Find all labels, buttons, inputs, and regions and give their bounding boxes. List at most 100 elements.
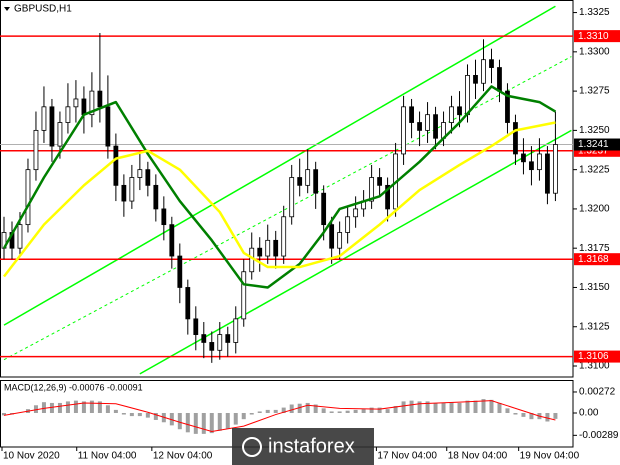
candle-body <box>241 271 247 320</box>
watermark-banner <box>232 428 374 465</box>
candle-body <box>145 169 151 186</box>
candle-body <box>465 75 470 116</box>
macd-bar <box>249 412 254 415</box>
candle-body <box>129 177 135 202</box>
level-label-box <box>574 350 620 363</box>
symbol-label: GBPUSD,H1 <box>14 4 72 15</box>
macd-bar <box>449 402 454 413</box>
y-tick-label: 0.00 <box>579 408 599 419</box>
macd-bar <box>545 412 550 422</box>
level-label-box <box>574 30 620 43</box>
candle-body <box>265 239 271 257</box>
macd-bar <box>521 412 526 417</box>
macd-bar <box>353 409 358 413</box>
candle-body <box>305 169 311 186</box>
x-tick-label: 10 Nov 2020 <box>3 451 60 462</box>
y-tick-label: 1.3150 <box>579 282 610 293</box>
moving-average <box>3 121 556 278</box>
macd-bar <box>417 401 422 413</box>
candle-body <box>177 255 183 288</box>
candle-body <box>329 224 335 249</box>
candle-body <box>193 318 199 335</box>
macd-bar <box>505 408 510 413</box>
x-tick-label: 18 Nov 04:00 <box>448 451 508 462</box>
candle-body <box>161 208 167 226</box>
candle-body <box>41 106 47 131</box>
macd-bar <box>153 412 158 420</box>
macd-bar <box>73 400 78 413</box>
macd-bar <box>553 412 558 419</box>
macd-bar <box>265 409 270 413</box>
y-tick-label: 1.3175 <box>579 243 610 254</box>
candle-body <box>233 318 239 343</box>
candle-body <box>457 106 462 116</box>
candle-body <box>369 177 375 202</box>
candle-body <box>65 106 71 123</box>
candle-body <box>49 106 55 147</box>
macd-bar <box>465 400 470 413</box>
candle-body <box>289 177 295 218</box>
candle-body <box>281 216 287 257</box>
candle-body <box>105 106 111 147</box>
x-tick-label: 19 Nov 04:00 <box>520 451 580 462</box>
macd-bar <box>401 401 406 413</box>
macd-bar <box>201 412 206 434</box>
macd-bar <box>145 412 150 418</box>
candle-body <box>425 114 430 131</box>
macd-bar <box>225 412 230 429</box>
macd-bar <box>313 404 318 413</box>
macd-bar <box>433 402 438 413</box>
macd-bar <box>481 399 486 413</box>
current-price-box <box>574 138 620 151</box>
main-plot <box>0 5 573 375</box>
candle-body <box>297 177 303 186</box>
macd-bar <box>489 399 494 413</box>
candle-body <box>257 247 263 257</box>
macd-bar <box>89 400 94 413</box>
candle-body <box>249 247 255 273</box>
macd-bar <box>273 409 278 413</box>
candle-body <box>417 122 422 131</box>
macd-bar <box>281 407 286 413</box>
candle-body <box>481 59 486 84</box>
current-price-label: 1.3241 <box>578 139 609 150</box>
moving-average <box>2 85 557 289</box>
macd-bar <box>425 401 430 413</box>
trend-line <box>3 56 572 361</box>
candle-body <box>153 184 159 210</box>
candle-body <box>505 90 510 123</box>
candle-body <box>1 232 7 249</box>
macd-bar <box>377 407 382 413</box>
macd-bar <box>441 402 446 413</box>
macd-bar <box>337 411 342 413</box>
macd-bar <box>169 412 174 426</box>
macd-bar <box>497 402 502 413</box>
macd-bar <box>193 412 198 434</box>
candle-body <box>113 145 119 186</box>
macd-bar <box>345 410 350 413</box>
y-tick-label: 1.3250 <box>579 125 610 136</box>
candle-body <box>273 239 279 257</box>
candle-body <box>529 161 534 171</box>
candle-body <box>449 106 454 123</box>
symbol-marker <box>4 7 10 11</box>
macd-bar <box>113 409 118 413</box>
candle-body <box>409 106 414 123</box>
trend-line <box>3 5 556 326</box>
macd-bar <box>409 400 414 413</box>
level-label-box <box>574 253 620 266</box>
macd-bar <box>81 401 86 413</box>
candle-body <box>521 153 526 163</box>
candle-body <box>201 334 207 343</box>
level-label: 1.3168 <box>578 254 609 265</box>
level-label: 1.3310 <box>578 31 609 42</box>
macd-bar <box>457 402 462 413</box>
candle-body <box>497 67 502 92</box>
macd-bar <box>41 402 46 413</box>
candle-body <box>25 169 31 226</box>
y-tick-label: 1.3275 <box>579 86 610 97</box>
watermark-text: instaforex <box>268 435 355 457</box>
macd-bar <box>473 400 478 413</box>
macd-bar <box>137 412 142 417</box>
macd-bar <box>33 405 38 413</box>
